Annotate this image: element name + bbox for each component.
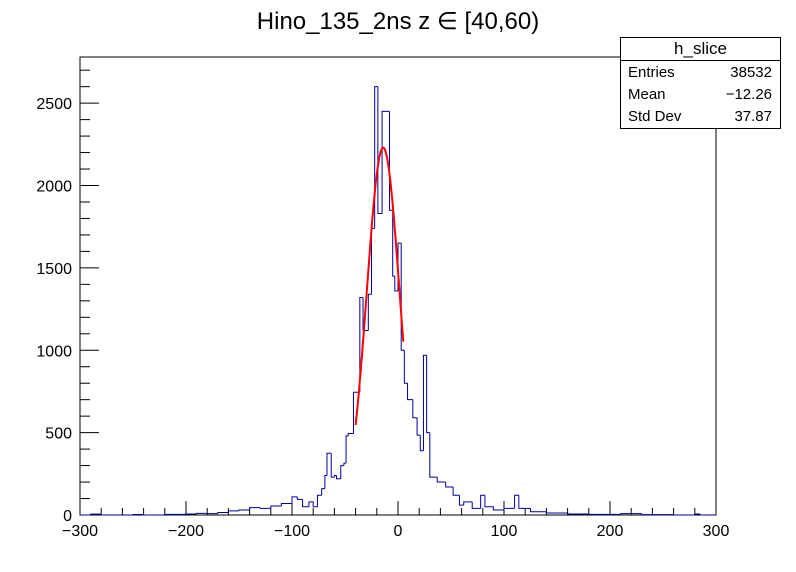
y-tick-label: 2500 — [36, 96, 72, 113]
histogram-bin — [620, 513, 642, 515]
histogram-bin — [480, 494, 485, 509]
y-tick-label: 0 — [63, 508, 72, 525]
histogram-bin — [374, 86, 378, 229]
histogram-bin — [458, 495, 464, 506]
histogram-bin — [340, 465, 344, 479]
histogram-bin — [389, 111, 393, 211]
histogram-bin — [514, 494, 519, 509]
stats-title: h_slice — [621, 38, 780, 61]
histogram-bin — [412, 399, 418, 419]
stats-value: 38532 — [730, 64, 772, 81]
histogram-bin — [403, 350, 408, 384]
histogram-bin — [330, 453, 335, 478]
histogram-bin — [694, 513, 701, 515]
histogram-bin — [227, 510, 239, 513]
histogram-bin — [359, 297, 364, 393]
histogram-bin — [321, 488, 325, 496]
x-axis-labels: −300 −200 −100 0 100 200 300 — [62, 523, 729, 540]
y-axis-labels: 0 500 1000 1500 2000 2500 — [36, 96, 72, 525]
histogram-bin — [445, 482, 454, 488]
histogram-bin — [367, 293, 372, 331]
histogram-bin — [392, 210, 395, 277]
histogram-bin — [326, 452, 332, 476]
histogram-bin — [343, 462, 347, 466]
histogram-bin — [352, 391, 360, 434]
stats-label: Entries — [628, 64, 675, 81]
histogram-bin — [308, 501, 314, 507]
histogram-bin — [377, 86, 383, 215]
histogram-bins — [80, 86, 716, 516]
histogram-bin — [530, 508, 547, 513]
histogram-bin — [345, 435, 349, 464]
histogram-bin — [347, 432, 354, 436]
histogram-bin — [641, 513, 674, 516]
histogram-bin — [567, 513, 589, 515]
histogram-bin — [422, 354, 427, 451]
histogram-bin — [545, 511, 568, 514]
y-tick-label: 1500 — [36, 261, 72, 278]
histogram-bin — [280, 502, 292, 506]
stats-value: −12.26 — [725, 86, 772, 103]
histogram-bin — [302, 499, 309, 508]
stats-box: h_slice Entries 38532 Mean −12.26 Std Dev 3… — [620, 37, 781, 129]
axis-ticks — [79, 69, 717, 516]
x-tick-label: −200 — [168, 523, 204, 540]
histogram-bin — [400, 243, 405, 351]
histogram-bin — [259, 507, 271, 509]
histogram-bin — [100, 514, 133, 516]
x-tick-label: 0 — [394, 523, 403, 540]
x-tick-label: 300 — [703, 523, 730, 540]
y-tick-label: 1000 — [36, 343, 72, 360]
histogram-bin — [291, 496, 298, 504]
histogram-bin — [371, 227, 375, 295]
stats-row-mean: Mean −12.26 — [621, 83, 780, 105]
histogram-bin — [316, 494, 322, 507]
x-tick-label: 200 — [597, 523, 624, 540]
histogram-bin — [407, 383, 413, 401]
histogram-bin — [503, 507, 515, 511]
y-tick-label: 500 — [45, 426, 72, 443]
histogram-bin — [336, 475, 341, 480]
histogram-bin — [296, 496, 303, 500]
gaussian-fit-curve — [354, 146, 405, 426]
histogram-bin — [394, 276, 398, 292]
histogram-bin — [426, 355, 430, 434]
histogram-bin — [333, 474, 337, 478]
histogram-bin — [416, 417, 421, 436]
stats-label: Mean — [628, 86, 666, 103]
histogram-bin — [196, 512, 208, 515]
histogram-bin — [492, 506, 504, 511]
histogram-bin — [484, 495, 494, 508]
histogram-bin — [463, 501, 473, 506]
histogram-bin — [217, 512, 229, 514]
histogram-bin — [452, 486, 460, 496]
x-tick-label: 100 — [491, 523, 518, 540]
x-tick-label: −300 — [62, 523, 98, 540]
histogram-bin — [429, 432, 438, 478]
histogram-bin — [270, 505, 282, 509]
stats-value: 37.87 — [734, 108, 772, 125]
histogram-bin — [90, 513, 102, 515]
histogram-bin — [471, 501, 481, 509]
stats-row-entries: Entries 38532 — [621, 61, 780, 83]
histogram-bin — [312, 501, 318, 508]
chart-title: Hino_135_2ns z ∈ [40,60) — [257, 8, 539, 35]
stats-row-stddev: Std Dev 37.87 — [621, 105, 780, 127]
x-tick-label: −100 — [274, 523, 310, 540]
histogram-bin — [238, 509, 250, 511]
histogram-bin — [381, 110, 390, 214]
histogram-bin — [164, 513, 186, 515]
histogram-bin — [436, 477, 446, 483]
histogram-bin — [518, 495, 531, 509]
y-tick-label: 2000 — [36, 179, 72, 196]
stats-label: Std Dev — [628, 108, 682, 125]
histogram-bin — [324, 474, 327, 489]
histogram-bin — [699, 514, 716, 516]
histogram-bin — [249, 507, 261, 511]
histogram-bin — [419, 435, 424, 452]
